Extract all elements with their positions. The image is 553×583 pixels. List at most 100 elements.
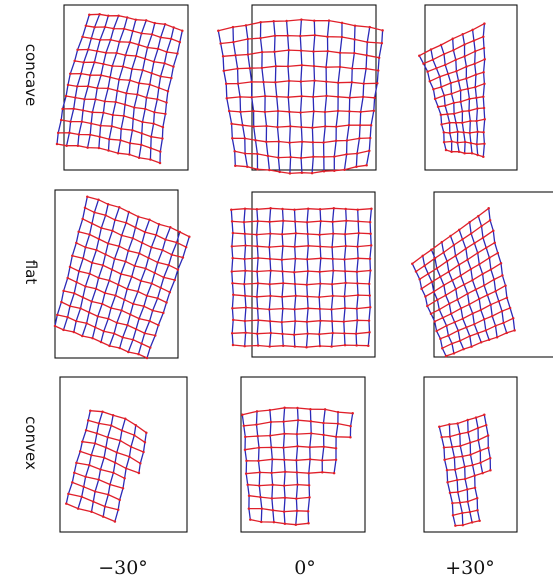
grid-node (306, 269, 310, 273)
grid-node (172, 65, 175, 68)
vertical-grid-line (128, 22, 156, 155)
grid-node (125, 287, 129, 291)
grid-node (442, 131, 446, 134)
grid-node (355, 307, 359, 310)
grid-node (107, 493, 110, 496)
grid-node (456, 422, 459, 425)
vertical-grid-line (108, 219, 151, 347)
grid-node (435, 66, 438, 70)
grid-node (231, 256, 234, 260)
grid-node (252, 125, 255, 128)
grid-node (439, 85, 443, 89)
grid-node (150, 33, 154, 36)
grid-node (148, 319, 151, 323)
grid-node (486, 293, 489, 297)
grid-node (463, 140, 467, 144)
grid-node (150, 246, 153, 249)
grid-node (483, 413, 486, 416)
grid-node (481, 272, 484, 276)
grid-node (479, 461, 482, 464)
vertical-grid-line (98, 17, 128, 149)
grid-node (454, 287, 458, 291)
grid-node (114, 100, 117, 104)
grid-node (107, 317, 110, 320)
grid-node (289, 155, 292, 159)
grid-node (461, 317, 465, 320)
grid-node (75, 241, 78, 245)
grid-node (236, 67, 239, 70)
grid-node (268, 319, 272, 323)
grid-node (318, 332, 321, 336)
grid-node (471, 278, 474, 282)
grid-node (355, 165, 358, 168)
grid-node (231, 137, 234, 140)
grid-node (275, 95, 278, 98)
grid-node (368, 220, 372, 224)
grid-node (130, 275, 134, 278)
grid-node (330, 282, 334, 286)
grid-node (476, 130, 479, 134)
grid-node (134, 327, 138, 331)
grid-node (64, 94, 68, 98)
grid-node (138, 252, 141, 255)
grid-node (299, 156, 303, 160)
grid-node (69, 72, 72, 76)
grid-node (508, 306, 512, 310)
grid-node (268, 220, 271, 224)
grid-node (445, 324, 448, 327)
grid-node (263, 94, 267, 98)
grid-node (268, 168, 271, 172)
grid-node (119, 127, 123, 131)
grid-node (243, 448, 247, 451)
grid-node (414, 270, 418, 273)
grid-node (306, 232, 309, 236)
grid-node (492, 278, 496, 281)
horizontal-grid-line (445, 329, 515, 357)
grid-node (481, 236, 485, 240)
frame-convex-0 (240, 376, 366, 533)
grid-node (113, 257, 116, 261)
vertical-grid-line (269, 410, 275, 523)
grid-node (281, 270, 284, 273)
grid-node (60, 300, 63, 304)
grid-node (340, 35, 344, 39)
horizontal-grid-line (90, 410, 147, 434)
grid-node (461, 511, 464, 515)
grid-node (293, 282, 297, 286)
vertical-grid-line (411, 263, 447, 357)
grid-node (463, 477, 467, 481)
grid-node (312, 110, 315, 113)
grid-node (473, 62, 476, 66)
grid-node (89, 409, 92, 412)
grid-node (244, 24, 248, 27)
grid-node (269, 331, 273, 335)
grid-node (249, 518, 252, 521)
grid-node (269, 294, 272, 298)
grid-node (282, 510, 286, 513)
grid-node (336, 422, 340, 425)
grid-node (305, 345, 308, 349)
grid-node (356, 293, 360, 297)
grid-node (260, 66, 264, 70)
grid-node (79, 307, 82, 310)
grid-node (118, 40, 121, 44)
grid-node (441, 346, 444, 350)
grid-node (127, 350, 130, 354)
grid-node (422, 62, 425, 65)
vertical-grid-line (449, 235, 482, 343)
grid-node (248, 66, 252, 70)
grid-node (124, 260, 127, 263)
grid-node (473, 474, 476, 477)
grid-node (450, 445, 454, 449)
grid-node (295, 432, 299, 436)
grid-node (475, 143, 479, 146)
grid-node (451, 37, 454, 41)
grid-node (435, 329, 438, 333)
grid-node (469, 267, 473, 271)
grid-node (97, 422, 101, 425)
grid-node (343, 232, 347, 236)
grid-node (77, 269, 81, 273)
grid-node (123, 477, 126, 480)
grid-node (293, 220, 297, 223)
vertical-grid-line (255, 411, 263, 522)
